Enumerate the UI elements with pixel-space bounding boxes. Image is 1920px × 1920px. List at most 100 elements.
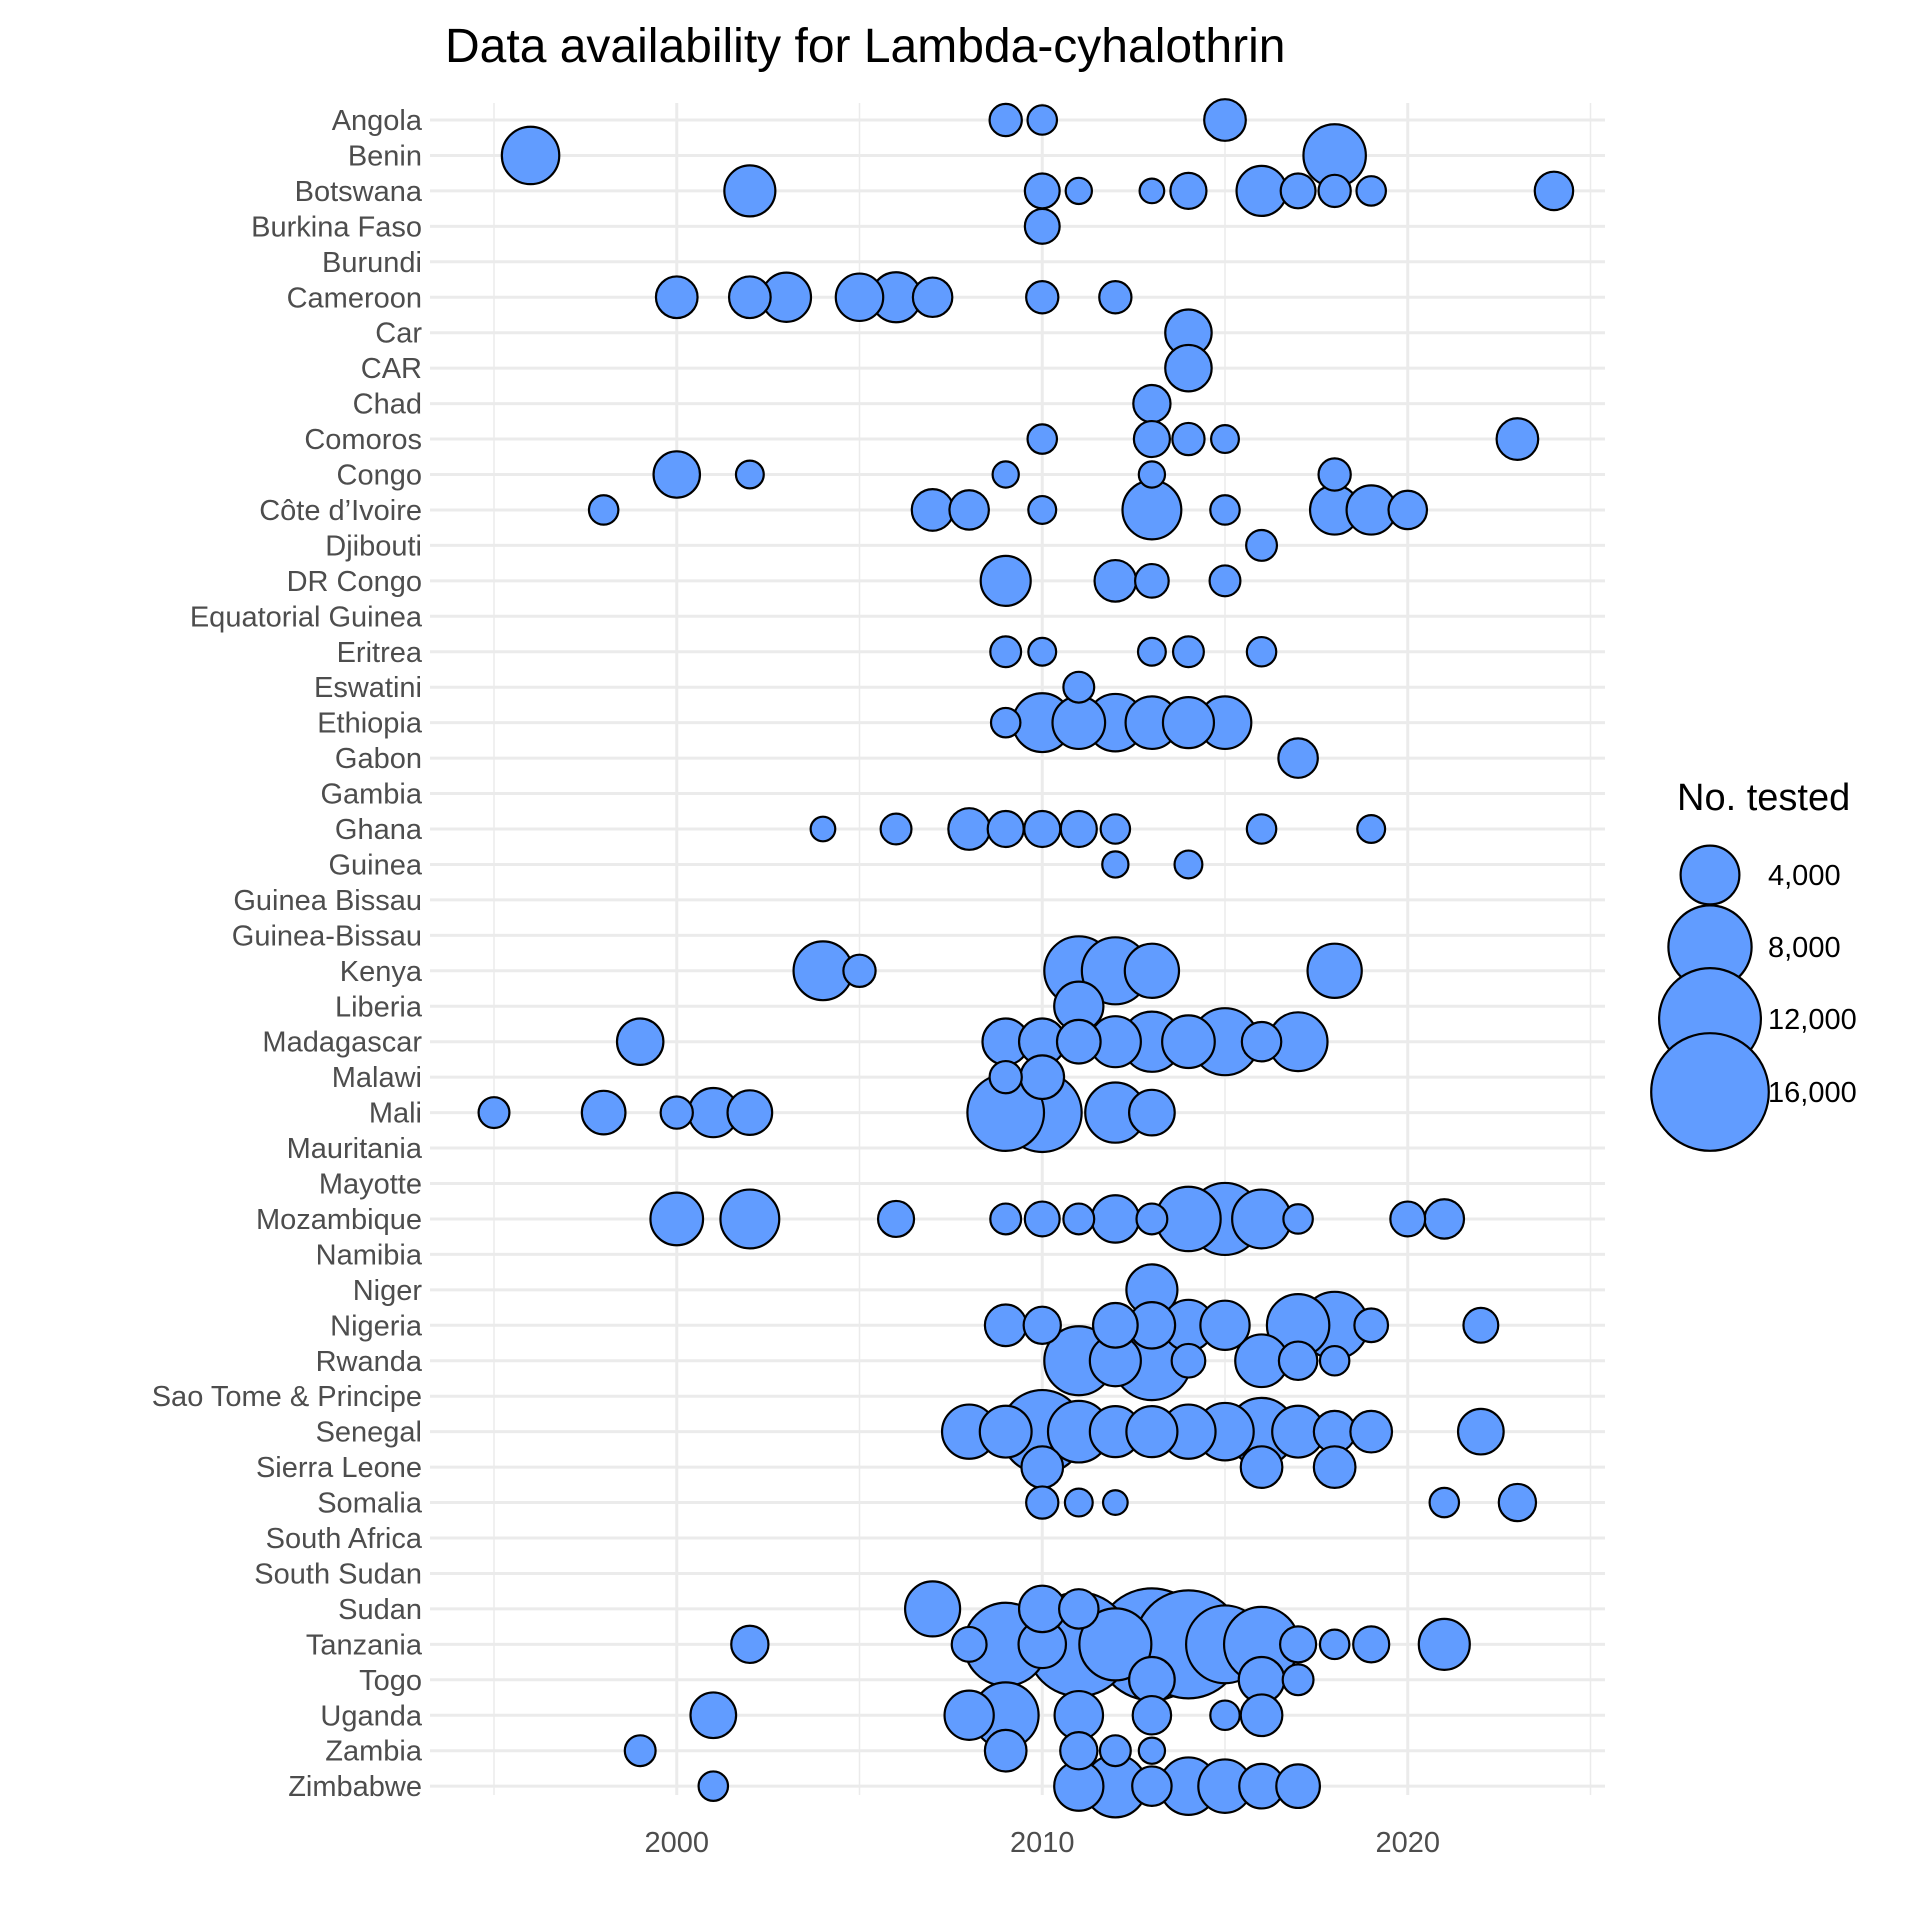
data-point bbox=[1063, 1487, 1094, 1518]
data-point bbox=[1027, 636, 1058, 667]
data-point bbox=[1132, 383, 1172, 424]
data-point bbox=[623, 1734, 657, 1768]
x-tick-label: 2010 bbox=[1010, 1827, 1075, 1859]
data-point bbox=[1022, 1305, 1062, 1346]
data-point bbox=[587, 494, 620, 526]
data-point bbox=[1173, 849, 1204, 880]
y-tick-label: Mali bbox=[369, 1098, 422, 1130]
data-point bbox=[979, 554, 1032, 607]
data-point bbox=[948, 489, 990, 531]
data-point bbox=[1125, 1405, 1179, 1459]
legend-label: 8,000 bbox=[1768, 932, 1841, 964]
data-point bbox=[876, 1199, 916, 1239]
data-point bbox=[1137, 460, 1167, 489]
data-point bbox=[659, 1095, 694, 1130]
data-point bbox=[1318, 1628, 1351, 1661]
data-point bbox=[477, 1096, 511, 1130]
data-point bbox=[842, 953, 877, 989]
y-tick-label: Madagascar bbox=[262, 1027, 422, 1059]
legend-label: 16,000 bbox=[1768, 1077, 1857, 1109]
y-tick-label: Congo bbox=[337, 460, 422, 492]
data-point bbox=[1317, 457, 1352, 492]
data-point bbox=[983, 1303, 1028, 1348]
y-tick-label: Niger bbox=[353, 1275, 423, 1307]
y-tick-label: Uganda bbox=[320, 1700, 422, 1732]
plot-grid bbox=[430, 103, 1605, 1795]
data-point bbox=[1209, 494, 1241, 526]
data-point bbox=[1203, 98, 1247, 142]
data-point bbox=[986, 809, 1025, 849]
data-point bbox=[1497, 1482, 1538, 1523]
data-point bbox=[1062, 670, 1096, 704]
y-tick-label: Chad bbox=[353, 389, 422, 421]
y-tick-label: Angola bbox=[332, 105, 423, 137]
data-point bbox=[1026, 104, 1059, 136]
y-tick-label: Nigeria bbox=[330, 1310, 423, 1342]
data-point bbox=[1208, 564, 1242, 598]
data-point bbox=[734, 459, 765, 490]
data-point bbox=[1423, 1198, 1466, 1240]
data-point bbox=[1138, 177, 1166, 205]
data-point bbox=[1101, 1489, 1129, 1516]
data-point bbox=[1169, 171, 1208, 210]
data-point bbox=[1123, 942, 1181, 1000]
data-point bbox=[988, 1059, 1023, 1095]
y-tick-label: Burundi bbox=[322, 247, 422, 279]
data-point bbox=[991, 460, 1020, 489]
data-point bbox=[726, 1089, 774, 1136]
y-tick-label: Guinea bbox=[328, 849, 422, 881]
y-tick-label: CAR bbox=[361, 353, 422, 385]
data-point bbox=[1389, 1200, 1427, 1238]
data-point bbox=[1349, 1409, 1394, 1454]
y-tick-label: Ethiopia bbox=[317, 708, 423, 740]
data-point bbox=[1279, 172, 1317, 210]
data-point bbox=[1352, 1625, 1391, 1664]
data-point bbox=[1355, 175, 1387, 207]
data-point bbox=[1245, 635, 1278, 668]
data-point bbox=[989, 635, 1023, 669]
data-point bbox=[988, 102, 1023, 138]
y-tick-label: Somalia bbox=[317, 1488, 423, 1520]
data-point bbox=[1091, 1301, 1139, 1349]
data-point bbox=[983, 1728, 1028, 1773]
data-point bbox=[1277, 1340, 1319, 1382]
data-point bbox=[730, 1624, 770, 1665]
data-point bbox=[1027, 494, 1058, 525]
y-tick-label: Benin bbox=[348, 140, 422, 172]
y-tick-label: Zambia bbox=[325, 1736, 423, 1768]
size-legend: No. tested 4,000 8,000 12,000 16,000 bbox=[1650, 777, 1857, 1152]
y-tick-label: Sudan bbox=[338, 1594, 422, 1626]
data-point bbox=[1121, 479, 1183, 541]
data-point bbox=[1051, 695, 1107, 751]
data-point bbox=[1462, 1306, 1500, 1344]
data-point bbox=[978, 1404, 1033, 1459]
data-point bbox=[1306, 942, 1363, 1000]
y-tick-label: Kenya bbox=[340, 956, 423, 988]
data-point bbox=[1171, 635, 1205, 669]
data-point bbox=[1025, 1485, 1060, 1520]
data-point bbox=[1387, 489, 1429, 531]
data-point bbox=[1062, 1202, 1096, 1236]
y-tick-label: Togo bbox=[359, 1665, 422, 1697]
data-point bbox=[1099, 813, 1132, 845]
data-point bbox=[1278, 1625, 1318, 1664]
data-point bbox=[1231, 1188, 1293, 1250]
data-point bbox=[1133, 562, 1170, 599]
legend-label: 12,000 bbox=[1768, 1004, 1857, 1036]
data-points bbox=[477, 98, 1575, 1819]
data-point bbox=[1023, 1200, 1061, 1238]
data-point bbox=[1161, 696, 1216, 750]
x-tick-label: 2000 bbox=[644, 1827, 709, 1859]
data-point bbox=[1098, 280, 1133, 315]
y-tick-label: Eswatini bbox=[314, 672, 422, 704]
y-tick-label: Malawi bbox=[332, 1062, 422, 1094]
data-point bbox=[697, 1770, 730, 1802]
data-point bbox=[580, 1089, 627, 1136]
data-point bbox=[1318, 1344, 1351, 1377]
data-point bbox=[1235, 164, 1288, 217]
data-point bbox=[879, 812, 913, 846]
data-point bbox=[1131, 1694, 1173, 1736]
data-point bbox=[1239, 1693, 1284, 1738]
y-tick-label: South Africa bbox=[266, 1523, 423, 1555]
